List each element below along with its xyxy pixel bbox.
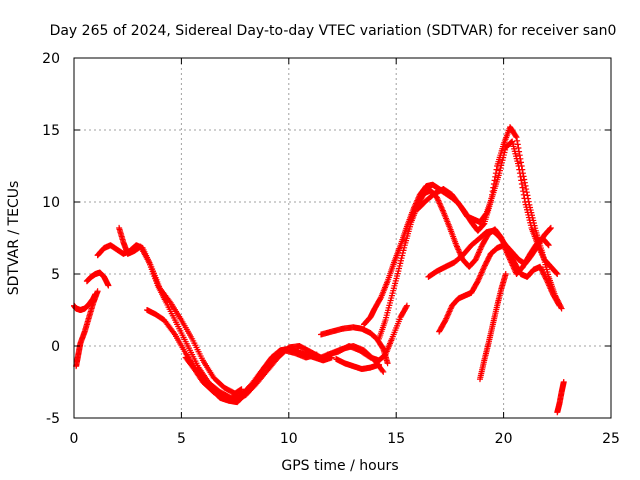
data-point <box>547 224 554 231</box>
data-point <box>560 379 567 385</box>
y-tick-label: 0 <box>51 339 60 355</box>
series-arc-7 <box>182 343 387 404</box>
x-tick-label: 15 <box>387 431 405 447</box>
series-arc-13 <box>414 138 561 277</box>
data-point <box>521 195 528 202</box>
data-point <box>545 241 552 248</box>
y-tick-label: 5 <box>51 267 60 283</box>
data-point <box>517 159 524 166</box>
series-arc-12 <box>376 187 563 342</box>
chart-title: Day 265 of 2024, Sidereal Day-to-day VTE… <box>50 23 617 39</box>
data-point <box>403 303 410 310</box>
data-point <box>380 368 387 375</box>
data-point <box>482 211 489 218</box>
series-arc-2 <box>73 288 101 370</box>
data-point <box>403 302 410 309</box>
y-tick-label: -5 <box>46 411 60 427</box>
data-point <box>513 134 520 141</box>
data-point <box>555 301 562 308</box>
series-arc-9 <box>324 302 410 364</box>
series-arc-17 <box>554 379 567 416</box>
data-point <box>376 361 383 368</box>
y-tick-label: 20 <box>42 51 60 67</box>
data-point <box>480 221 487 228</box>
y-tick-label: 15 <box>42 123 60 139</box>
data-point <box>515 145 522 151</box>
x-tick-label: 20 <box>495 431 513 447</box>
data-point <box>512 133 519 140</box>
data-point <box>556 302 563 309</box>
data-point <box>520 188 527 195</box>
data-point <box>518 181 525 187</box>
data-point <box>517 173 524 180</box>
series-arc-16 <box>476 271 509 383</box>
data-points <box>71 124 567 416</box>
data-point <box>516 170 523 177</box>
data-point <box>547 225 554 232</box>
data-point <box>379 367 386 374</box>
data-point <box>521 179 528 186</box>
data-point <box>493 166 500 173</box>
data-point <box>545 242 552 249</box>
series-arc-3 <box>83 269 112 289</box>
data-point <box>514 137 521 144</box>
x-tick-label: 25 <box>602 431 620 447</box>
data-point <box>515 163 522 169</box>
data-point <box>523 186 530 193</box>
data-point <box>516 152 523 159</box>
data-point <box>105 282 112 289</box>
x-axis-label: GPS time / hours <box>281 458 398 474</box>
y-tick-label: 10 <box>42 195 60 211</box>
y-axis-label: SDTVAR / TECUs <box>6 181 22 296</box>
x-tick-label: 10 <box>280 431 298 447</box>
data-point <box>521 176 528 183</box>
series-arc-15 <box>436 235 552 335</box>
plot-frame <box>73 57 612 419</box>
data-point <box>377 295 384 302</box>
data-point <box>554 271 561 277</box>
series-arc-10 <box>333 355 383 373</box>
data-point <box>518 177 525 184</box>
data-point <box>238 386 245 393</box>
data-point <box>516 166 523 173</box>
data-point <box>94 288 101 295</box>
data-point <box>519 184 526 191</box>
data-point <box>384 360 391 367</box>
data-point <box>522 182 529 189</box>
data-point <box>523 189 530 196</box>
series-arc-4 <box>94 242 245 397</box>
data-point <box>520 191 527 198</box>
data-point <box>502 271 509 277</box>
x-tick-label: 0 <box>70 431 79 447</box>
axis-ticks: 0 5 10 15 20 25 -5 0 5 10 15 20 <box>42 51 620 447</box>
data-point <box>542 275 549 282</box>
x-tick-label: 5 <box>177 431 186 447</box>
data-point <box>553 270 560 277</box>
